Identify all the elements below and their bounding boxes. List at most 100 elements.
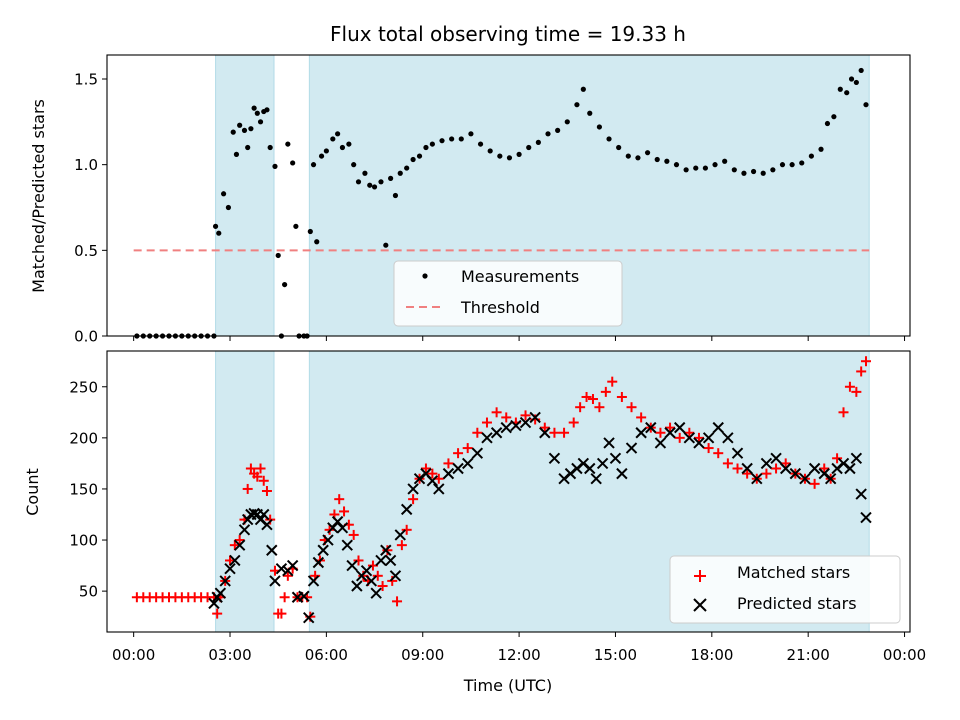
top-panel: 0.0 0.5 1.0 1.5 Matched/Predicted stars Mea…: [29, 54, 911, 346]
measurement-point: [264, 107, 270, 113]
legend-measurements-marker: [422, 273, 428, 279]
predicted-star-point: [370, 587, 382, 599]
predicted-star-point: [824, 473, 837, 485]
predicted-star-point: [433, 483, 445, 495]
bottom-legend-box: [669, 555, 901, 624]
predicted-star-d2: [590, 473, 602, 485]
matched-star-point: [780, 458, 791, 469]
predicted-star-d2: [779, 462, 792, 475]
predicted-star-point: [471, 447, 484, 459]
measurement-point: [848, 76, 855, 82]
matched-star-point: [339, 506, 350, 517]
x-tick-label: 06:00: [305, 646, 348, 664]
predicted-star-point: [741, 462, 753, 475]
measurement-point: [516, 151, 522, 157]
bottom-x-axis: 00:00 03:00 06:00 09:00 12:00 15:00 18:00 21:00…: [112, 632, 926, 664]
measurement-point: [468, 131, 474, 137]
measurement-point: [722, 158, 728, 164]
predicted-star-d2: [519, 416, 532, 429]
predicted-star-d2: [380, 544, 392, 556]
x-tick-label: 12:00: [497, 646, 540, 664]
predicted-star-d2: [303, 611, 315, 624]
predicted-star-point: [275, 562, 288, 575]
matched-star-point: [655, 427, 666, 438]
measurement-point: [779, 162, 786, 168]
measurement-point: [339, 144, 346, 151]
top-y-axis-label: Matched/Predicted stars: [29, 99, 48, 293]
matched-star-point: [225, 555, 236, 566]
predicted-star-point: [779, 462, 792, 475]
predicted-star-point: [510, 419, 522, 432]
predicted-star-point: [702, 432, 715, 444]
matched-star-point: [674, 432, 685, 443]
matched-star-point: [453, 448, 464, 459]
bottom-panel: 50 100 150 200 250 00:00 03:00 06:00 09:00 12:00…: [23, 350, 926, 695]
matched-star-point: [372, 570, 383, 581]
predicted-star-d2: [603, 437, 615, 449]
predicted-star-d2: [645, 421, 657, 434]
predicted-star-d2: [808, 462, 821, 475]
predicted-star-point: [208, 597, 220, 610]
predicted-star-point: [770, 452, 782, 464]
predicted-star-point: [590, 473, 602, 485]
measurement-point: [439, 138, 445, 144]
predicted-star-point: [336, 522, 349, 534]
measurement-point: [837, 86, 843, 92]
matched-star-point: [665, 422, 676, 433]
predicted-star-point: [855, 488, 867, 500]
measurement-point: [423, 144, 429, 151]
legend-threshold-label: Threshold: [460, 298, 540, 317]
measurement-point: [383, 242, 389, 248]
matched-star-point: [539, 422, 550, 433]
measurement-point: [497, 153, 503, 159]
predicted-star-d2: [818, 467, 830, 480]
measurement-point: [702, 165, 708, 171]
measurement-point: [272, 163, 278, 169]
predicted-star-point: [654, 437, 667, 449]
measurement-point: [392, 192, 399, 199]
measurement-point: [355, 179, 362, 185]
predicted-star-point: [346, 559, 358, 572]
predicted-star-d2: [837, 457, 850, 470]
predicted-star-d2: [702, 432, 715, 444]
matched-star-point: [636, 412, 647, 423]
predicted-star-point: [789, 467, 802, 480]
x-axis-label: Time (UTC): [463, 676, 552, 695]
measurement-point: [712, 162, 718, 168]
predicted-star-d2: [500, 421, 512, 434]
matched-star-point: [693, 432, 704, 443]
measurement-point: [564, 119, 570, 125]
matched-star-point: [282, 570, 293, 581]
measurement-point: [487, 148, 493, 154]
bottom-plot-frame: [106, 350, 911, 633]
predicted-star-point: [616, 467, 628, 480]
x-tick-label: 00:00: [883, 646, 926, 664]
predicted-star-d2: [855, 488, 867, 500]
predicted-star-point: [298, 590, 310, 602]
measurement-point: [230, 129, 236, 135]
x-tick-label: 09:00: [401, 646, 444, 664]
measurement-point: [285, 141, 291, 147]
predicted-star-point: [384, 554, 397, 567]
measurement-point: [477, 141, 484, 147]
matched-star-point: [856, 366, 867, 377]
matched-star-point: [575, 402, 586, 413]
predicted-star-point: [258, 508, 270, 521]
predicted-star-d2: [258, 508, 270, 521]
predicted-star-point: [490, 427, 503, 439]
predicted-star-d2: [760, 457, 773, 470]
matched-star-point: [684, 427, 695, 438]
matched-star-point: [742, 468, 753, 479]
measurement-point: [251, 105, 257, 111]
predicted-star-point: [529, 411, 541, 424]
bottom-y-tick-label: 200: [69, 429, 98, 447]
predicted-star-d2: [420, 467, 432, 480]
bottom-y-tick-label: 250: [69, 378, 98, 396]
predicted-star-d2: [341, 539, 353, 551]
predicted-star-point: [722, 432, 734, 444]
matched-star-point: [860, 356, 871, 367]
x-tick-label: 03:00: [208, 646, 251, 664]
predicted-star-d2: [529, 411, 541, 424]
predicted-star-point: [645, 421, 657, 434]
measurement-point: [367, 182, 373, 188]
